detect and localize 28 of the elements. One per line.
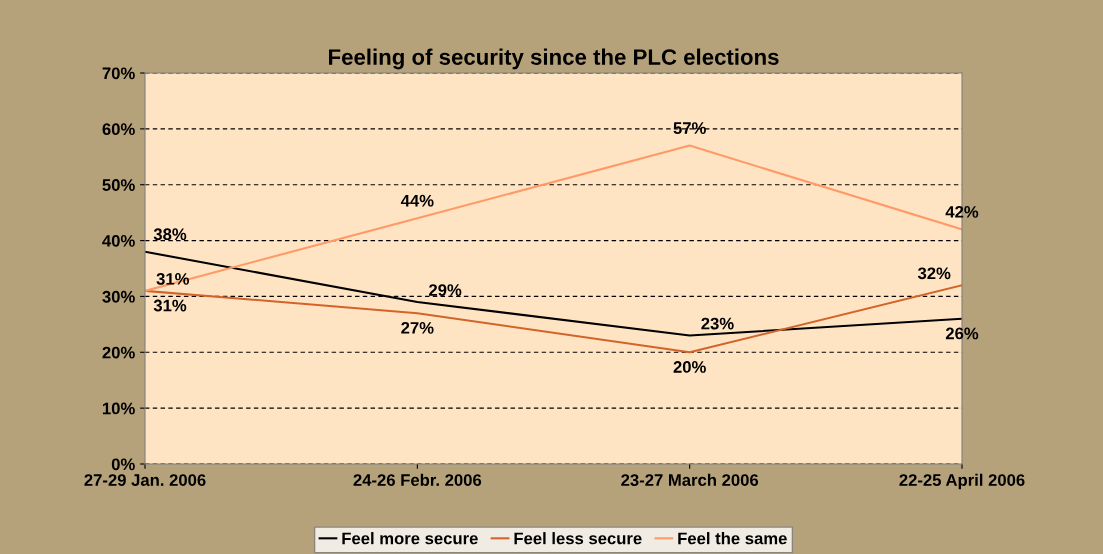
data-label: 23% xyxy=(701,317,734,330)
y-tick-label: 20% xyxy=(102,346,135,359)
data-label: 57% xyxy=(673,122,706,134)
chart-title: Feeling of security since the PLC elections xyxy=(329,48,779,70)
data-label: 44% xyxy=(400,194,434,207)
data-label: 29% xyxy=(429,284,462,296)
legend-label: Feel the same xyxy=(678,532,787,545)
data-label: 27% xyxy=(401,321,434,334)
y-tick-label: 60% xyxy=(102,123,135,136)
y-tick-label: 0% xyxy=(111,458,135,471)
data-label: 26% xyxy=(945,327,979,340)
y-tick-label: 70% xyxy=(102,67,135,80)
y-tick-label: 40% xyxy=(102,234,135,247)
legend-label: Feel more secure xyxy=(342,532,478,545)
x-tick-label: 27-29 Jan. 2006 xyxy=(84,474,206,486)
data-label: 31% xyxy=(156,272,190,285)
data-label: 31% xyxy=(153,299,187,312)
y-tick-label: 50% xyxy=(102,179,135,191)
x-tick-label: 22-25 April 2006 xyxy=(899,473,1025,490)
data-label: 42% xyxy=(945,205,979,218)
data-label: 38% xyxy=(153,228,187,241)
legend-label: Feel less secure xyxy=(514,532,642,545)
x-tick-label: 23-27 March 2006 xyxy=(621,473,759,486)
data-label: 32% xyxy=(917,267,951,280)
data-label: 20% xyxy=(673,361,706,373)
x-tick-label: 24-26 Febr. 2006 xyxy=(353,473,482,486)
y-tick-label: 10% xyxy=(102,402,135,415)
y-tick-label: 30% xyxy=(102,290,135,303)
